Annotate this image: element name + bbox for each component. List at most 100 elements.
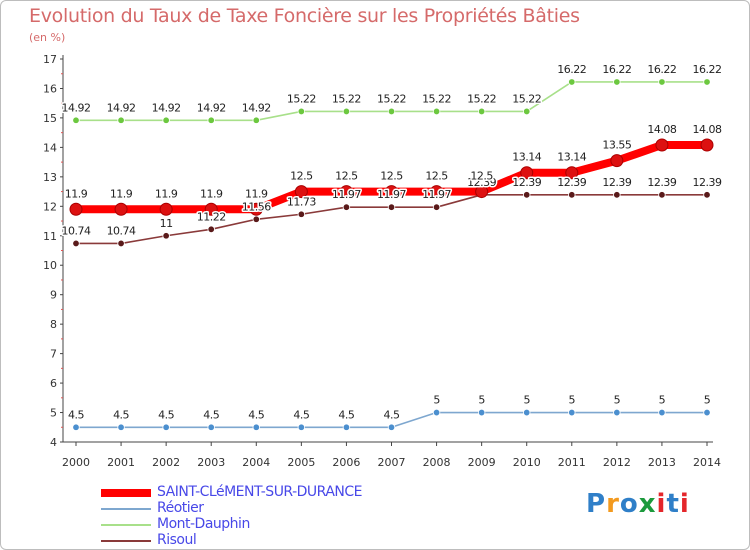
data-point-saint-cl-ment-sur-durance bbox=[610, 154, 624, 168]
data-point-mont-dauphin bbox=[72, 116, 80, 124]
data-point-mont-dauphin bbox=[658, 78, 666, 86]
data-label-r-otier: 5 bbox=[614, 394, 621, 407]
data-label-saint-cl-ment-sur-durance: 11.9 bbox=[200, 187, 223, 200]
legend-swatch-risoul bbox=[101, 540, 151, 542]
data-label-mont-dauphin: 14.92 bbox=[62, 101, 91, 114]
data-label-mont-dauphin: 14.92 bbox=[152, 101, 181, 114]
data-label-risoul: 11 bbox=[160, 217, 173, 230]
data-label-mont-dauphin: 16.22 bbox=[693, 63, 722, 76]
data-point-r-otier bbox=[207, 423, 215, 431]
data-point-saint-cl-ment-sur-durance bbox=[475, 185, 489, 199]
data-point-risoul bbox=[613, 191, 621, 199]
x-tick-label: 2011 bbox=[558, 456, 586, 469]
y-tick-label: 6 bbox=[50, 377, 57, 390]
data-label-risoul: 12.39 bbox=[602, 176, 631, 189]
logo-letter: i bbox=[679, 489, 690, 519]
y-tick-label: 10 bbox=[43, 259, 57, 272]
data-label-saint-cl-ment-sur-durance: 11.9 bbox=[110, 187, 133, 200]
x-tick-label: 2000 bbox=[62, 456, 90, 469]
y-tick-label: 15 bbox=[43, 112, 57, 125]
data-point-r-otier bbox=[297, 423, 306, 431]
data-label-saint-cl-ment-sur-durance: 13.55 bbox=[602, 139, 631, 152]
y-tick-label: 9 bbox=[50, 289, 57, 302]
data-label-saint-cl-ment-sur-durance: 13.14 bbox=[512, 151, 541, 164]
data-label-r-otier: 4.5 bbox=[293, 408, 309, 421]
data-point-r-otier bbox=[703, 408, 711, 417]
x-tick-label: 2009 bbox=[468, 456, 496, 469]
data-point-risoul bbox=[568, 191, 576, 199]
data-point-risoul bbox=[162, 232, 170, 240]
data-point-risoul bbox=[117, 239, 125, 248]
data-point-r-otier bbox=[387, 423, 396, 431]
data-label-saint-cl-ment-sur-durance: 12.5 bbox=[470, 170, 493, 183]
data-label-r-otier: 4.5 bbox=[68, 408, 84, 421]
data-point-saint-cl-ment-sur-durance bbox=[385, 185, 398, 199]
data-label-risoul: 12.39 bbox=[512, 176, 541, 189]
data-label-mont-dauphin: 15.22 bbox=[332, 92, 361, 105]
data-label-saint-cl-ment-sur-durance: 12.5 bbox=[380, 170, 403, 183]
data-label-r-otier: 4.5 bbox=[248, 408, 264, 421]
data-point-mont-dauphin bbox=[207, 116, 215, 124]
data-point-risoul bbox=[207, 225, 215, 233]
data-label-saint-cl-ment-sur-durance: 12.5 bbox=[425, 170, 448, 183]
data-label-r-otier: 4.5 bbox=[203, 408, 219, 421]
chart-subtitle: (en %) bbox=[29, 31, 66, 44]
data-label-saint-cl-ment-sur-durance: 11.9 bbox=[245, 187, 268, 200]
logo-letter: o bbox=[619, 489, 639, 519]
y-tick-label: 14 bbox=[43, 141, 57, 154]
data-point-saint-cl-ment-sur-durance bbox=[294, 185, 308, 199]
data-label-r-otier: 5 bbox=[523, 394, 530, 407]
data-point-mont-dauphin bbox=[432, 107, 441, 116]
data-label-r-otier: 5 bbox=[478, 394, 485, 407]
data-label-mont-dauphin: 16.22 bbox=[647, 63, 676, 76]
data-label-risoul: 11.73 bbox=[287, 195, 316, 208]
x-tick-label: 2014 bbox=[693, 456, 721, 469]
logo-letter: i bbox=[656, 489, 667, 519]
data-point-mont-dauphin bbox=[477, 107, 486, 116]
y-tick-label: 12 bbox=[43, 200, 57, 213]
data-point-r-otier bbox=[252, 423, 260, 431]
legend-label-mont-dauphin: Mont-Dauphin bbox=[157, 516, 250, 532]
x-tick-label: 2008 bbox=[423, 456, 451, 469]
data-label-r-otier: 5 bbox=[433, 394, 440, 407]
logo-letter: t bbox=[666, 489, 680, 519]
y-tick-label: 8 bbox=[50, 318, 57, 331]
data-point-mont-dauphin bbox=[297, 107, 306, 116]
x-tick-label: 2002 bbox=[152, 456, 180, 469]
x-tick-label: 2006 bbox=[332, 456, 360, 469]
legend-label-reotier: Réotier bbox=[157, 500, 204, 516]
legend-swatch-saint-clement bbox=[101, 489, 151, 497]
y-tick-label: 4 bbox=[50, 436, 57, 449]
data-label-mont-dauphin: 15.22 bbox=[467, 92, 496, 105]
x-tick-label: 2012 bbox=[603, 456, 631, 469]
y-tick-label: 11 bbox=[43, 230, 57, 243]
data-point-saint-cl-ment-sur-durance bbox=[339, 185, 353, 199]
data-point-r-otier bbox=[658, 408, 666, 417]
data-point-risoul bbox=[342, 203, 351, 211]
data-point-saint-cl-ment-sur-durance bbox=[430, 185, 444, 199]
x-tick-label: 2007 bbox=[378, 456, 406, 469]
data-labels: 4.5 4.5 4.5 4.5 4.5 4.5 4.5 4.5 5 5 5 5 5 5 5 14.92 14.9… bbox=[60, 61, 724, 422]
data-label-saint-cl-ment-sur-durance: 12.5 bbox=[335, 170, 358, 183]
series-lines bbox=[69, 78, 714, 431]
data-point-mont-dauphin bbox=[387, 107, 396, 116]
data-point-mont-dauphin bbox=[613, 78, 621, 86]
data-point-r-otier bbox=[117, 423, 125, 431]
data-point-saint-cl-ment-sur-durance bbox=[565, 166, 579, 180]
data-point-r-otier bbox=[613, 408, 621, 417]
proxiti-logo: Proxiti bbox=[586, 489, 690, 519]
data-label-r-otier: 4.5 bbox=[384, 408, 400, 421]
data-label-r-otier: 5 bbox=[704, 394, 711, 407]
data-point-risoul bbox=[72, 239, 80, 248]
data-point-risoul bbox=[252, 215, 260, 223]
x-tick-label: 2003 bbox=[197, 456, 225, 469]
data-point-r-otier bbox=[72, 423, 80, 431]
data-point-r-otier bbox=[342, 423, 351, 431]
data-label-risoul: 11.22 bbox=[197, 210, 226, 223]
data-point-r-otier bbox=[523, 408, 531, 417]
data-point-risoul bbox=[432, 203, 441, 211]
data-point-risoul bbox=[658, 191, 666, 199]
x-tick-label: 2005 bbox=[287, 456, 315, 469]
data-label-r-otier: 4.5 bbox=[158, 408, 174, 421]
